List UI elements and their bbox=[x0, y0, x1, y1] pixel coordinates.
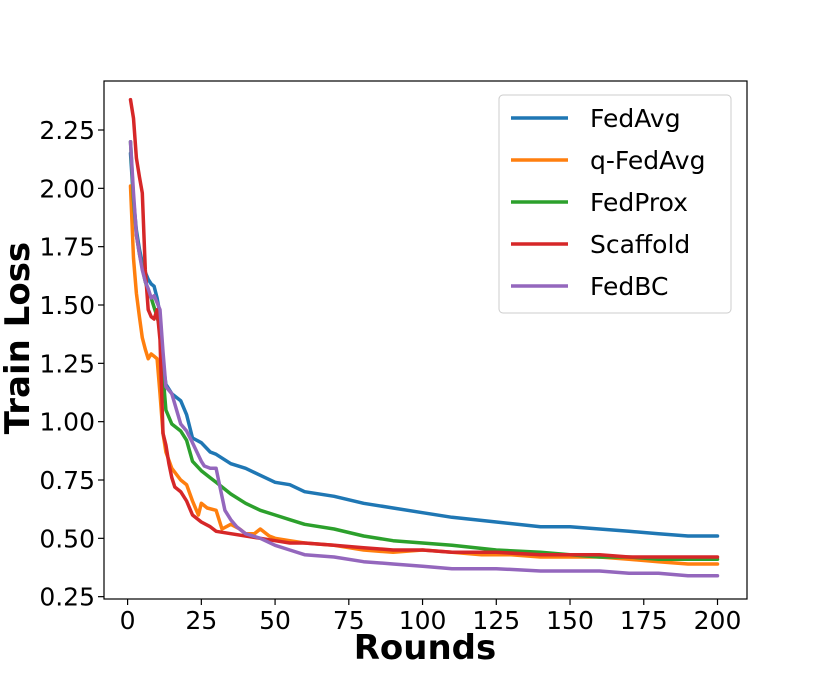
x-tick-label: 200 bbox=[694, 606, 742, 635]
legend-label-fedavg: FedAvg bbox=[590, 104, 681, 133]
y-axis-title: Train Loss bbox=[0, 242, 38, 434]
y-tick-label: 0.75 bbox=[39, 466, 95, 495]
x-axis-ticks: 0 25 50 75 100 125 150 175 200 bbox=[120, 599, 742, 635]
y-axis-ticks: 0.25 0.50 0.75 1.00 1.25 1.50 1.75 2.00 2.25 bbox=[39, 116, 104, 612]
series-line-q-fedavg bbox=[128, 184, 720, 566]
legend-label-fedbc: FedBC bbox=[590, 272, 668, 301]
series-line-fedavg bbox=[128, 151, 720, 538]
legend-label-fedprox: FedProx bbox=[590, 188, 688, 217]
y-tick-label: 0.25 bbox=[39, 583, 95, 612]
series-line-fedbc bbox=[128, 139, 720, 578]
series-lines bbox=[128, 97, 720, 578]
x-axis-title: Rounds bbox=[354, 628, 497, 668]
legend-label-scaffold: Scaffold bbox=[590, 230, 690, 259]
x-tick-label: 75 bbox=[333, 606, 365, 635]
x-tick-label: 25 bbox=[185, 606, 217, 635]
legend-entries: FedAvg q-FedAvg FedProx Scaffold FedBC bbox=[511, 104, 705, 301]
y-tick-label: 0.50 bbox=[39, 524, 95, 553]
y-tick-label: 1.00 bbox=[39, 408, 95, 437]
legend-box bbox=[498, 94, 732, 314]
x-tick-label: 0 bbox=[120, 606, 136, 635]
x-tick-label: 150 bbox=[546, 606, 594, 635]
y-tick-label: 1.50 bbox=[39, 291, 95, 320]
x-tick-label: 50 bbox=[259, 606, 291, 635]
y-tick-label: 1.25 bbox=[39, 349, 95, 378]
x-tick-label: 175 bbox=[620, 606, 668, 635]
y-tick-label: 2.00 bbox=[39, 174, 95, 203]
legend: FedAvg q-FedAvg FedProx Scaffold FedBC bbox=[498, 94, 732, 314]
y-tick-label: 1.75 bbox=[39, 233, 95, 262]
y-tick-label: 2.25 bbox=[39, 116, 95, 145]
series-line-scaffold bbox=[128, 97, 720, 559]
x-tick-label: 125 bbox=[472, 606, 520, 635]
legend-label-q-fedavg: q-FedAvg bbox=[590, 146, 705, 175]
x-tick-label: 100 bbox=[399, 606, 447, 635]
